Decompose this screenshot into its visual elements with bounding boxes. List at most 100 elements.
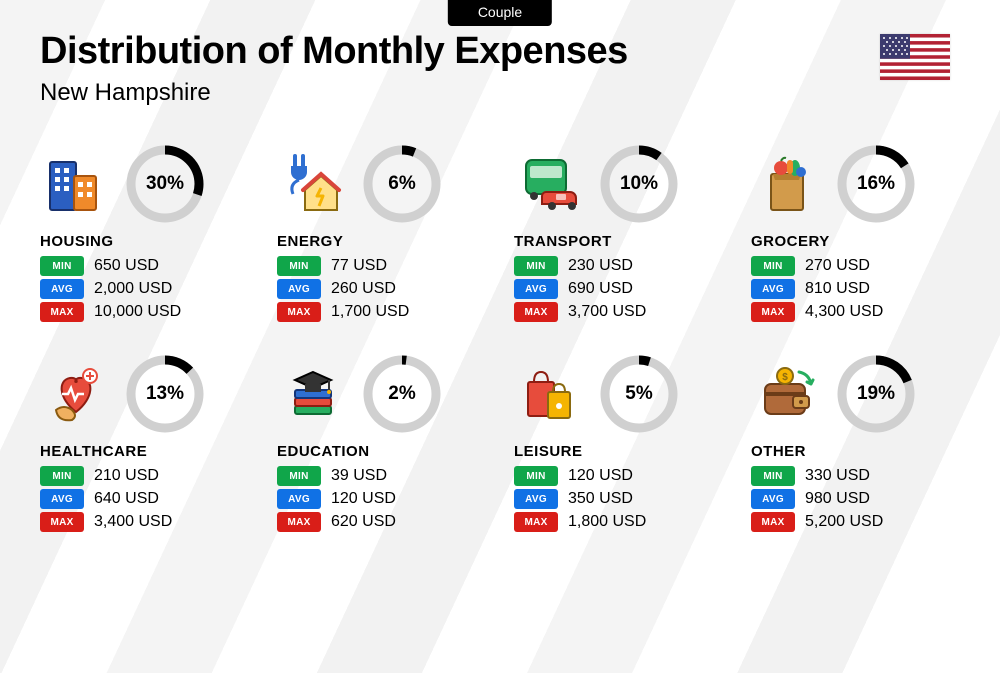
max-row: MAX 3,400 USD: [40, 512, 249, 532]
avg-row: AVG 2,000 USD: [40, 279, 249, 299]
avg-value: 260 USD: [331, 280, 396, 298]
max-badge: MAX: [40, 512, 84, 532]
percent-ring: 16%: [837, 145, 915, 223]
avg-row: AVG 260 USD: [277, 279, 486, 299]
max-badge: MAX: [751, 512, 795, 532]
plug-house-icon: [277, 148, 349, 220]
min-value: 230 USD: [568, 257, 633, 275]
min-value: 77 USD: [331, 257, 387, 275]
max-value: 3,400 USD: [94, 513, 172, 531]
max-row: MAX 1,700 USD: [277, 302, 486, 322]
percent-label: 19%: [837, 355, 915, 433]
category-name: OTHER: [751, 443, 960, 460]
avg-value: 810 USD: [805, 280, 870, 298]
min-badge: MIN: [514, 466, 558, 486]
category-name: GROCERY: [751, 233, 960, 250]
avg-badge: AVG: [40, 489, 84, 509]
shopping-bags-icon: [514, 358, 586, 430]
percent-ring: 30%: [126, 145, 204, 223]
max-badge: MAX: [40, 302, 84, 322]
min-value: 39 USD: [331, 467, 387, 485]
category-card-leisure: 5% LEISURE MIN120 USD AVG 350 USD MAX1,800 US…: [514, 355, 723, 535]
category-card-transport: 10% TRANSPORT MIN 230 USD AVG690 USD MAX 3,700…: [514, 145, 723, 325]
percent-label: 6%: [363, 145, 441, 223]
percent-ring: 2%: [363, 355, 441, 433]
min-row: MIN 330 USD: [751, 466, 960, 486]
min-row: MIN210 USD: [40, 466, 249, 486]
percent-label: 13%: [126, 355, 204, 433]
min-value: 330 USD: [805, 467, 870, 485]
max-value: 10,000 USD: [94, 303, 181, 321]
category-name: LEISURE: [514, 443, 723, 460]
max-row: MAX 3,700 USD: [514, 302, 723, 322]
percent-ring: 5%: [600, 355, 678, 433]
avg-badge: AVG: [40, 279, 84, 299]
min-row: MIN39 USD: [277, 466, 486, 486]
percent-ring: 19%: [837, 355, 915, 433]
avg-row: AVG 980 USD: [751, 489, 960, 509]
avg-value: 120 USD: [331, 490, 396, 508]
max-value: 3,700 USD: [568, 303, 646, 321]
avg-value: 640 USD: [94, 490, 159, 508]
max-badge: MAX: [277, 512, 321, 532]
max-row: MAX 10,000 USD: [40, 302, 249, 322]
avg-row: AVG 350 USD: [514, 489, 723, 509]
avg-value: 2,000 USD: [94, 280, 172, 298]
category-card-education: 2% EDUCATION MIN39 USD AVG 120 USD MAX620 USD: [277, 355, 486, 535]
books-cap-icon: [277, 358, 349, 430]
min-badge: MIN: [751, 466, 795, 486]
min-badge: MIN: [40, 466, 84, 486]
percent-label: 16%: [837, 145, 915, 223]
avg-value: 980 USD: [805, 490, 870, 508]
max-row: MAX 4,300 USD: [751, 302, 960, 322]
category-card-grocery: 16%GROCERYMIN270 USDAVG810 USDMAX4,300 U…: [751, 145, 960, 325]
min-row: MIN650 USD: [40, 256, 249, 276]
category-name: EDUCATION: [277, 443, 486, 460]
category-card-energy: 6% ENERGY MIN 77 USD AVG 260 USD MAX 1,700 USD: [277, 145, 486, 325]
min-badge: MIN: [277, 256, 321, 276]
max-value: 5,200 USD: [805, 513, 883, 531]
max-value: 4,300 USD: [805, 303, 883, 321]
max-badge: MAX: [277, 302, 321, 322]
avg-badge: AVG: [514, 489, 558, 509]
max-badge: MAX: [751, 302, 795, 322]
min-row: MIN 230 USD: [514, 256, 723, 276]
percent-ring: 13%: [126, 355, 204, 433]
us-flag-icon: [880, 34, 950, 80]
max-row: MAX620 USD: [277, 512, 486, 532]
min-row: MIN120 USD: [514, 466, 723, 486]
category-card-other: $19%OTHERMIN330 USDAVG980 USDMAX5,200 US…: [751, 355, 960, 535]
min-badge: MIN: [514, 256, 558, 276]
avg-value: 350 USD: [568, 490, 633, 508]
category-card-healthcare: 13% HEALTHCARE MIN210 USD AVG 640 USD MAX 3,40…: [40, 355, 249, 535]
max-row: MAX 5,200 USD: [751, 512, 960, 532]
percent-label: 2%: [363, 355, 441, 433]
category-name: ENERGY: [277, 233, 486, 250]
percent-ring: 6%: [363, 145, 441, 223]
avg-row: AVG 640 USD: [40, 489, 249, 509]
category-name: TRANSPORT: [514, 233, 723, 250]
max-badge: MAX: [514, 302, 558, 322]
page-title: Distribution of Monthly Expenses: [40, 30, 960, 73]
percent-ring: 10%: [600, 145, 678, 223]
avg-badge: AVG: [277, 279, 321, 299]
avg-badge: AVG: [277, 489, 321, 509]
page-subtitle: New Hampshire: [40, 79, 960, 107]
avg-row: AVG690 USD: [514, 279, 723, 299]
min-value: 650 USD: [94, 257, 159, 275]
avg-row: AVG 810 USD: [751, 279, 960, 299]
min-badge: MIN: [751, 256, 795, 276]
avg-badge: AVG: [514, 279, 558, 299]
max-value: 1,700 USD: [331, 303, 409, 321]
avg-badge: AVG: [751, 489, 795, 509]
percent-label: 10%: [600, 145, 678, 223]
grocery-bag-icon: [751, 148, 823, 220]
percent-label: 30%: [126, 145, 204, 223]
bus-car-icon: [514, 148, 586, 220]
category-name: HEALTHCARE: [40, 443, 249, 460]
max-row: MAX1,800 USD: [514, 512, 723, 532]
max-value: 1,800 USD: [568, 513, 646, 531]
min-row: MIN 77 USD: [277, 256, 486, 276]
avg-badge: AVG: [751, 279, 795, 299]
category-card-housing: 30%HOUSINGMIN650 USDAVG2,000 USDMAX10,00…: [40, 145, 249, 325]
